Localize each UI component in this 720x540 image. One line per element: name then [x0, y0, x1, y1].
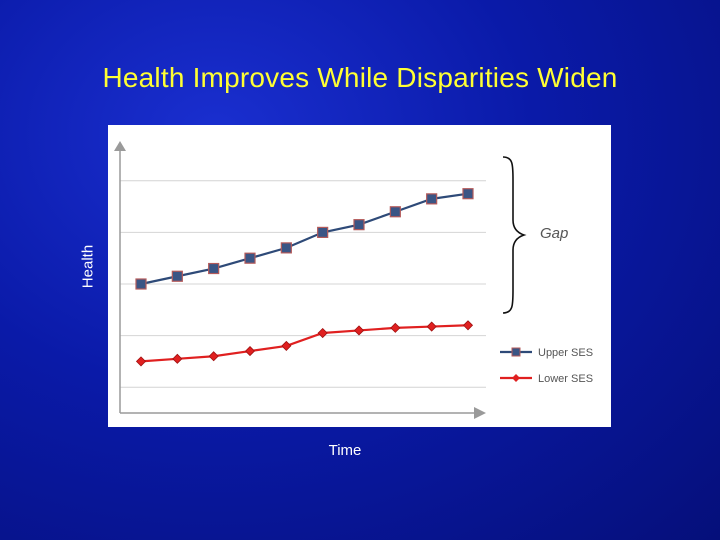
series-group — [135, 188, 474, 367]
x-axis-arrow-icon — [474, 407, 486, 419]
y-axis-label: Health — [79, 244, 97, 289]
data-point-series-1 — [353, 219, 365, 231]
data-point-series-2 — [135, 356, 147, 367]
data-point-series-2 — [244, 346, 256, 357]
x-axis — [120, 407, 486, 419]
legend-marker — [512, 374, 520, 382]
gap-annotation-label: Gap — [540, 225, 568, 242]
x-axis-label: Time — [328, 442, 362, 459]
data-point-series-1 — [208, 262, 220, 275]
data-point-series-2 — [172, 353, 183, 364]
y-axis-arrow-icon — [114, 141, 126, 151]
data-point-series-2 — [426, 321, 437, 332]
data-point-series-2 — [208, 351, 219, 362]
gap-brace: Gap — [502, 156, 568, 314]
data-point-series-1 — [317, 226, 329, 239]
legend: Upper SES Lower SES — [500, 347, 593, 385]
data-point-series-1 — [244, 252, 256, 264]
data-point-series-1 — [462, 188, 474, 200]
legend-marker — [511, 347, 521, 357]
data-point-series-1 — [426, 193, 438, 205]
data-point-series-1 — [171, 270, 183, 282]
data-point-series-2 — [317, 327, 328, 339]
slide-title: Health Improves While Disparities Widen — [102, 62, 618, 93]
line-chart: Gap Upper SES Lower SES — [114, 141, 593, 419]
data-point-series-2 — [281, 340, 292, 351]
y-axis — [114, 141, 126, 413]
gap-brace-icon — [502, 156, 527, 314]
legend-label: Lower SES — [538, 373, 593, 385]
data-point-series-1 — [389, 206, 401, 218]
gridlines — [120, 180, 486, 388]
data-point-series-2 — [462, 320, 474, 331]
data-point-series-2 — [353, 325, 365, 336]
series-line-1 — [140, 192, 469, 286]
data-point-series-1 — [280, 242, 292, 254]
series-line-2 — [140, 324, 469, 363]
legend-label: Upper SES — [538, 347, 593, 359]
data-point-series-1 — [135, 278, 147, 290]
data-point-series-2 — [390, 322, 401, 333]
chart-panel — [108, 125, 611, 427]
